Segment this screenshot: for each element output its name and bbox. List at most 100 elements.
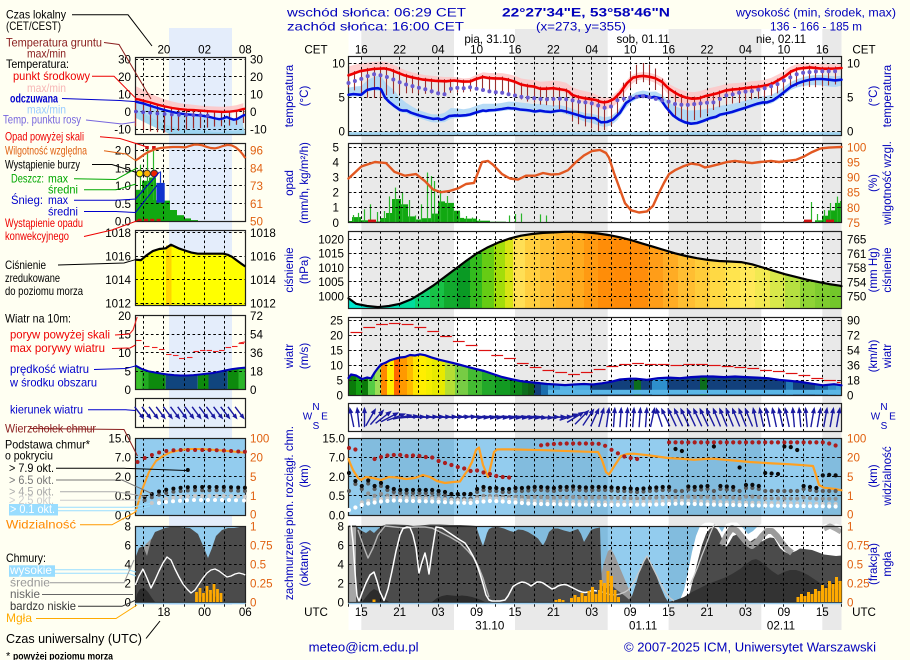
svg-text:(hPa): (hPa) [298,256,311,284]
svg-text:N: N [880,402,887,413]
svg-text:08: 08 [239,44,252,57]
svg-text:7.0: 7.0 [329,452,345,465]
svg-text:(x=273, y=355): (x=273, y=355) [536,20,626,34]
svg-text:36: 36 [250,347,263,360]
svg-text:20: 20 [847,452,860,465]
svg-text:16: 16 [816,44,829,57]
svg-text:0: 0 [338,596,344,609]
svg-text:5: 5 [333,141,339,154]
svg-text:mgła: mgła [881,551,894,577]
svg-text:22: 22 [393,44,406,57]
svg-text:6: 6 [338,539,344,552]
svg-text:wysokie: wysokie [9,563,52,577]
svg-text:0.0: 0.0 [115,509,131,522]
svg-text:zachmurzenie: zachmurzenie [283,528,296,600]
svg-text:powyżej poziomu morza: powyżej poziomu morza [13,651,113,660]
svg-text:Podstawa chmur*: Podstawa chmur* [5,438,90,452]
svg-text:0: 0 [339,126,345,139]
svg-text:84: 84 [250,162,263,175]
svg-text:1: 1 [250,520,256,533]
svg-text:20: 20 [250,71,263,84]
svg-text:75: 75 [847,217,860,230]
svg-text:30: 30 [250,53,263,66]
svg-text:UTC: UTC [852,606,876,619]
svg-text:20: 20 [118,71,131,84]
svg-text:Wystąpienie opadu: Wystąpienie opadu [5,216,83,230]
svg-text:16: 16 [355,44,368,57]
svg-text:15: 15 [662,606,675,619]
svg-text:01.11: 01.11 [629,620,657,633]
svg-text:> 0.1 okt.: > 0.1 okt. [10,502,55,516]
svg-text:754: 754 [847,276,867,289]
svg-text:1014: 1014 [105,274,131,287]
svg-text:0: 0 [250,508,256,521]
svg-text:20: 20 [118,310,131,323]
svg-text:(frakcja): (frakcja) [867,543,880,585]
svg-text:02: 02 [198,44,211,57]
svg-text:1005: 1005 [318,276,344,289]
svg-text:09: 09 [470,606,483,619]
svg-text:25: 25 [330,315,343,328]
svg-text:pion. rozciągł. chm.: pion. rozciągł. chm. [283,426,296,526]
svg-text:5: 5 [847,471,853,484]
svg-text:10: 10 [332,57,345,70]
svg-text:0: 0 [250,596,256,609]
svg-text:N: N [312,402,319,413]
svg-text:(CET/CEST): (CET/CEST) [6,19,61,33]
svg-text:2.0: 2.0 [115,471,131,484]
svg-text:15: 15 [816,606,829,619]
svg-text:8: 8 [338,520,344,533]
svg-text:(km): (km) [298,464,311,487]
svg-text:31.10: 31.10 [475,620,504,633]
svg-text:85: 85 [847,187,860,200]
svg-text:> 6.5 okt.: > 6.5 okt. [9,473,54,487]
svg-text:Czas uniwersalny (UTC): Czas uniwersalny (UTC) [6,632,142,646]
svg-text:-10: -10 [250,124,267,137]
svg-text:meteo@icm.edu.pl: meteo@icm.edu.pl [309,640,419,655]
svg-text:72: 72 [847,330,860,343]
svg-text:W: W [871,412,881,423]
svg-text:(oktanty): (oktanty) [298,541,311,586]
svg-text:73: 73 [250,180,263,193]
svg-text:0: 0 [125,596,131,609]
svg-text:50: 50 [250,216,263,229]
svg-text:1: 1 [847,490,853,503]
svg-text:poryw powyżej skali: poryw powyżej skali [10,328,110,342]
svg-text:0: 0 [847,389,853,402]
svg-text:0.75: 0.75 [847,539,870,552]
svg-text:100: 100 [250,432,269,445]
svg-text:wiatr: wiatr [283,344,296,370]
svg-text:1016: 1016 [250,250,276,263]
svg-text:4: 4 [333,156,340,169]
svg-text:15: 15 [355,606,368,619]
svg-text:do poziomu morza: do poziomu morza [5,284,83,298]
svg-text:0.0: 0.0 [329,509,345,522]
svg-text:16: 16 [662,44,675,57]
svg-text:(m/s): (m/s) [298,343,311,370]
svg-text:max porywy wiatru: max porywy wiatru [10,341,105,355]
svg-text:Temperatura:: Temperatura: [6,57,69,71]
svg-text:4: 4 [338,558,345,571]
svg-text:15: 15 [330,344,343,357]
svg-text:1014: 1014 [250,274,276,287]
svg-text:36: 36 [847,359,860,372]
svg-text:wilgotność wzgl.: wilgotność wzgl. [881,141,894,226]
svg-text:Chmury:: Chmury: [6,551,46,565]
svg-text:15: 15 [118,329,131,342]
svg-text:Wystąpienie burzy: Wystąpienie burzy [5,157,80,171]
svg-text:95: 95 [847,157,860,170]
svg-text:1018: 1018 [105,227,131,240]
svg-text:Wilgotność względna: Wilgotność względna [5,144,87,158]
svg-text:54: 54 [250,329,263,342]
svg-text:0: 0 [250,384,256,397]
svg-text:15: 15 [509,606,522,619]
svg-text:max/min: max/min [27,103,66,117]
svg-text:72: 72 [250,310,263,323]
svg-text:*: * [6,651,11,660]
svg-text:temperatura: temperatura [283,64,296,127]
svg-text:S: S [881,421,888,432]
svg-text:niskie: niskie [10,587,40,601]
svg-text:22: 22 [701,44,714,57]
svg-text:2: 2 [338,577,344,590]
svg-text:15.0: 15.0 [322,432,345,445]
